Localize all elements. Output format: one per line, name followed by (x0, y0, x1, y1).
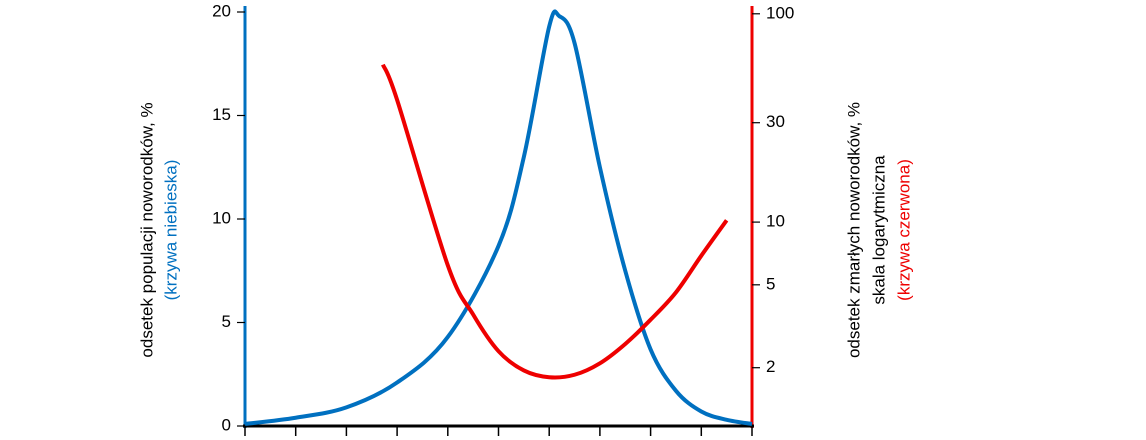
y-tick-label: 5 (222, 312, 231, 331)
y-axis-note: (krzywa niebieska) (161, 160, 180, 301)
y2-tick-label: 30 (766, 112, 785, 131)
y-tick-label: 0 (222, 415, 231, 434)
y2-axis-label: odsetek zmarłych noworodków, % (844, 102, 863, 358)
y-axis-label: odsetek populacji noworodków, % (137, 102, 156, 357)
y2-tick-label: 100 (766, 3, 794, 22)
y2-tick-label: 2 (766, 357, 775, 376)
y2-axis-scale: skala logarytmiczna (869, 155, 888, 305)
line-series (381, 63, 729, 380)
y2-tick-label: 5 (766, 274, 775, 293)
y-tick-label: 10 (212, 208, 231, 227)
y2-axis-note: (krzywa czerwona) (894, 159, 913, 301)
line-series (244, 9, 753, 426)
y-tick-label: 20 (212, 1, 231, 20)
y2-tick-label: 10 (766, 212, 785, 231)
y-tick-label: 15 (212, 105, 231, 124)
